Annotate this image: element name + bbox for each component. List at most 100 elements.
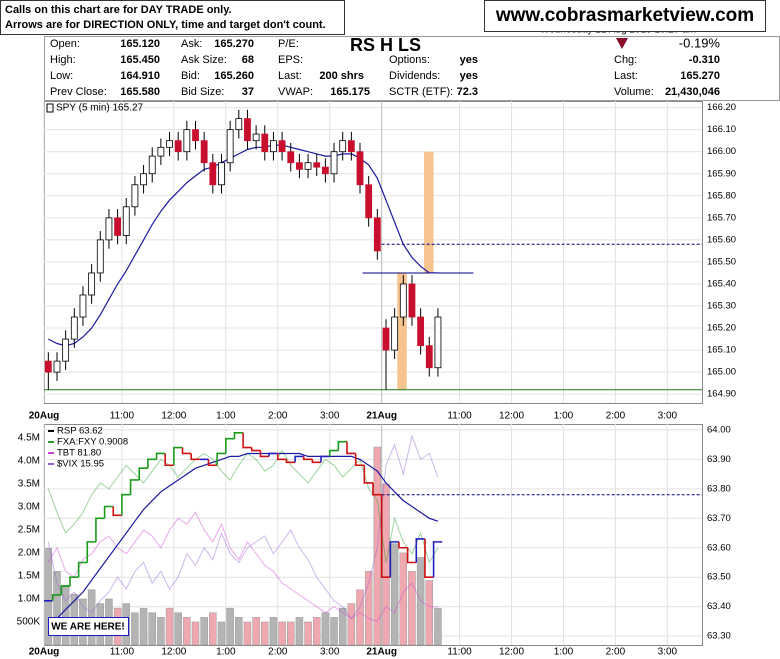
- target-zone: [397, 272, 407, 390]
- price-step: [121, 493, 131, 516]
- quote-box: [44, 36, 780, 101]
- price-step: [424, 538, 434, 579]
- down-arrow: [616, 38, 628, 49]
- price-step: [233, 432, 244, 439]
- plot-area: [44, 101, 703, 404]
- candle-body: [148, 155, 156, 175]
- x-tick-label: 2:00: [606, 647, 626, 658]
- y-tick-label: 165.40: [707, 278, 736, 289]
- price-step: [380, 494, 391, 579]
- candle-body: [53, 360, 61, 373]
- candle-body: [96, 239, 104, 274]
- plot-area: [44, 424, 703, 646]
- volume-bar: [139, 607, 148, 646]
- volume-tick-label: 4.5M: [18, 432, 40, 443]
- candle-body: [105, 217, 113, 241]
- label: P/E:: [278, 38, 299, 50]
- candle-body: [200, 140, 208, 164]
- notice: Calls on this chart are for DAY TRADE on…: [5, 4, 232, 16]
- price-step: [398, 541, 408, 549]
- label: EPS:: [278, 54, 303, 66]
- volume-bar: [235, 617, 243, 646]
- x-tick-label: 12:00: [499, 411, 524, 422]
- legend-label: TBT 81.80: [57, 448, 101, 459]
- candle-body: [278, 140, 286, 153]
- candle-body: [261, 133, 269, 153]
- volume-bar: [44, 548, 53, 646]
- x-tick-label: 2:00: [606, 411, 626, 422]
- candle-body: [157, 146, 165, 157]
- price-step: [95, 517, 105, 542]
- candle-body: [287, 151, 295, 164]
- candle-body: [425, 345, 433, 369]
- candle-body: [88, 272, 96, 296]
- volume-tick-label: 2.5M: [18, 525, 40, 536]
- x-tick-label: 3:00: [320, 647, 340, 658]
- panels: 164.90 165.00 165.10 165.20 165.30 165.40 165.…: [17, 101, 736, 658]
- notice: Arrows are for DIRECTION ONLY, time and …: [5, 19, 326, 31]
- x-tick-label: 11:00: [447, 647, 472, 658]
- volume-bar: [261, 621, 269, 646]
- price-step: [328, 449, 339, 457]
- y-tick-label: 165.70: [707, 212, 736, 223]
- price-step: [346, 441, 356, 455]
- price-step: [51, 594, 62, 601]
- label: Last:: [278, 70, 302, 82]
- value: 165.260: [214, 70, 254, 82]
- y-tick-label: 165.90: [707, 168, 736, 179]
- candle-body: [226, 129, 234, 164]
- y-tick-label: 63.50: [707, 572, 731, 583]
- label: SCTR (ETF):: [389, 86, 453, 98]
- change-pct: -0.19%: [679, 35, 721, 50]
- website: www.cobrasmarketview.com: [495, 5, 754, 26]
- price-step: [363, 465, 373, 484]
- x-tick-label: 1:00: [216, 411, 236, 422]
- candle-body: [183, 129, 191, 153]
- y-tick-label: 64.00: [707, 424, 731, 435]
- x-tick-label: 11:00: [447, 411, 472, 422]
- legend-label: FXA:FXY 0.9008: [57, 437, 128, 448]
- candle-body: [313, 162, 321, 168]
- candle-body: [339, 140, 347, 153]
- volume-bar: [61, 584, 70, 646]
- candle-body: [270, 140, 277, 153]
- y-tick-label: 63.30: [707, 631, 731, 642]
- volume-bar: [347, 603, 356, 646]
- volume-bar: [434, 607, 442, 646]
- candle-body: [70, 316, 78, 340]
- volume-tick-label: 4.0M: [18, 455, 40, 466]
- volume-bar: [200, 617, 208, 646]
- volume-bar: [243, 621, 252, 646]
- price-step: [389, 541, 399, 578]
- candle-body: [79, 294, 87, 318]
- legend-label: $VIX 15.95: [57, 459, 104, 470]
- price-step: [207, 459, 218, 467]
- candle-body: [408, 283, 416, 318]
- value: 165.270: [214, 38, 254, 50]
- x-tick-label: 12:00: [161, 647, 186, 658]
- volume-bar: [191, 621, 200, 646]
- annotation: WE ARE HERE!: [51, 622, 125, 633]
- y-tick-label: 165.00: [707, 367, 736, 378]
- notice-box: [0, 0, 345, 35]
- price-step: [337, 440, 348, 451]
- price-step: [190, 453, 200, 461]
- x-tick-label: 3:00: [658, 647, 678, 658]
- price-step: [138, 467, 148, 480]
- candle-body: [304, 162, 312, 170]
- value: 165.270: [680, 70, 720, 82]
- price-step: [69, 576, 79, 587]
- price-step: [86, 541, 96, 563]
- label: Open:: [50, 38, 80, 50]
- candle-body: [166, 140, 173, 148]
- price-step: [354, 453, 365, 467]
- volume-bar: [53, 571, 61, 646]
- value: 165.175: [330, 86, 370, 98]
- price-step: [311, 459, 322, 464]
- price-step: [415, 538, 425, 563]
- price-step: [320, 455, 330, 463]
- label: Volume:: [614, 86, 654, 98]
- x-tick-label: 1:00: [216, 647, 236, 658]
- candle-body: [399, 283, 407, 318]
